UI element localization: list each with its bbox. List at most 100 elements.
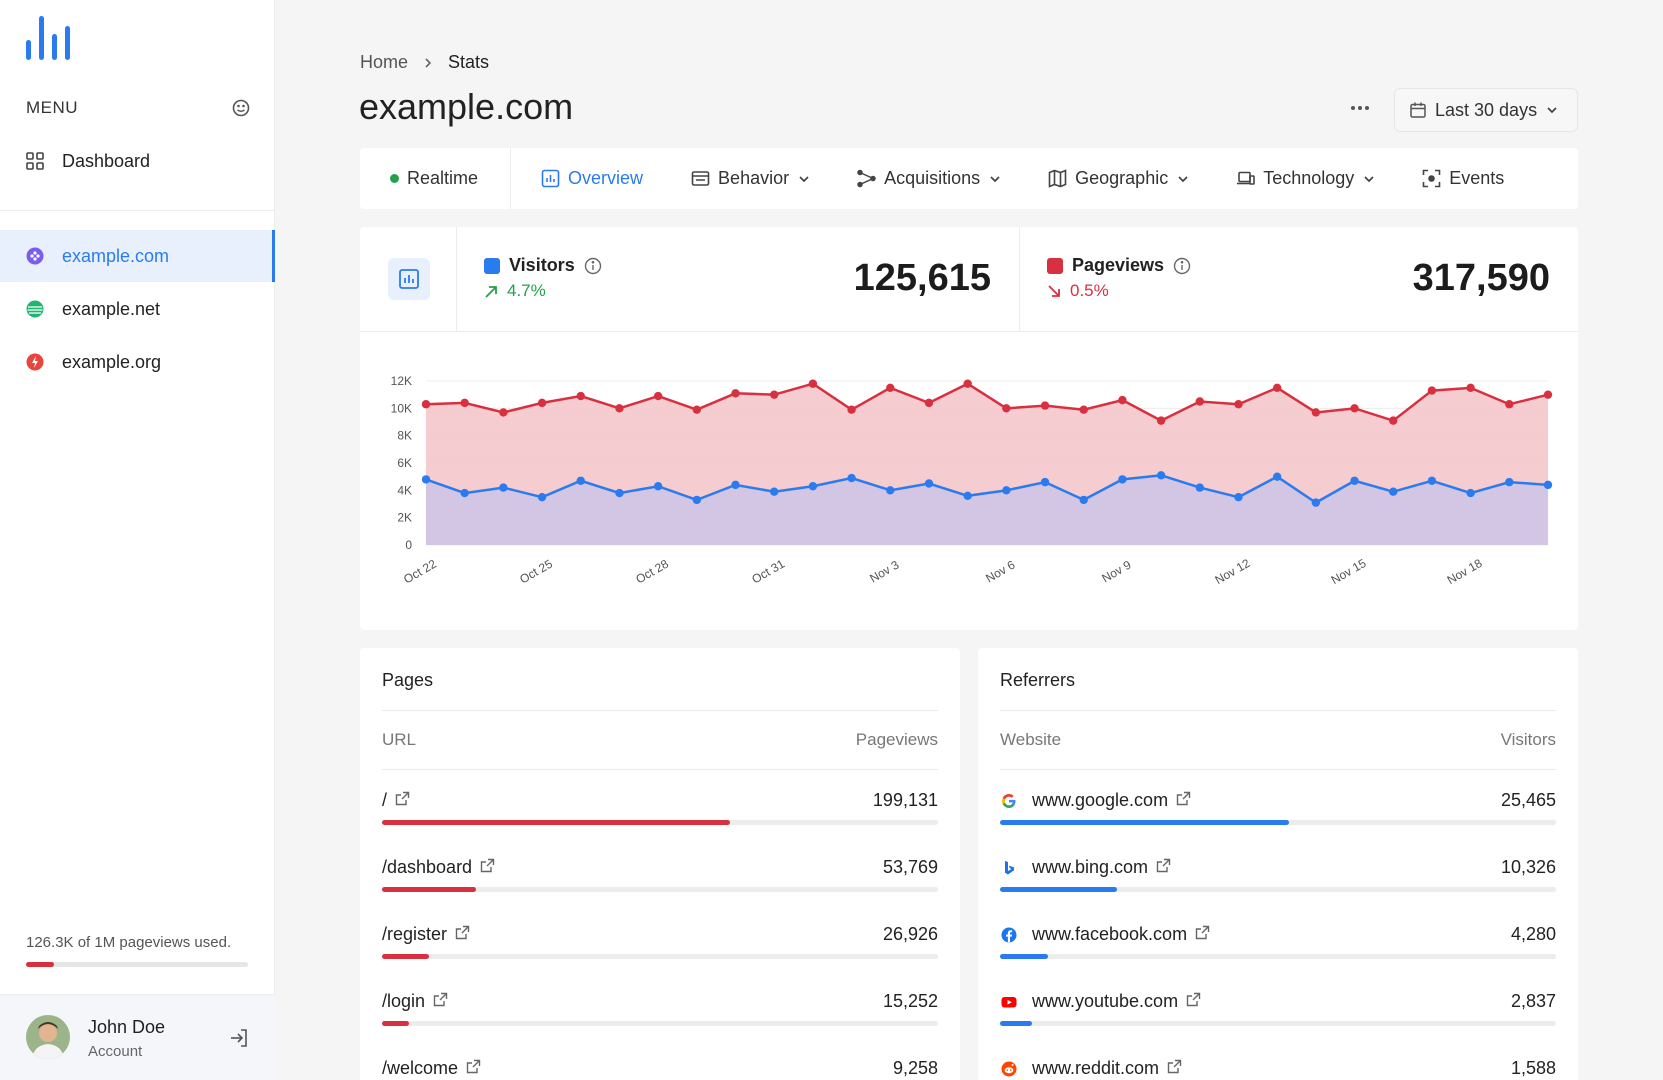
sidebar-item-example-net[interactable]: example.net (0, 283, 275, 335)
logo-icon[interactable] (26, 16, 74, 62)
x-tick-label: Oct 22 (401, 556, 439, 586)
sidebar-item-example-com[interactable]: example.com (0, 230, 275, 282)
external-link-icon[interactable] (455, 924, 470, 945)
data-point-pageviews (1272, 383, 1282, 393)
tab-label: Realtime (407, 168, 479, 188)
page-url-value: 199,131 (872, 790, 938, 810)
sidebar-item-dashboard[interactable]: Dashboard (0, 135, 275, 187)
table-row[interactable]: /welcome 9,258 (382, 1040, 938, 1080)
tab-acquisitions[interactable]: Acquisitions (857, 148, 1002, 209)
sidebar-item-example-org[interactable]: example.org (0, 336, 275, 388)
panel-title: Referrers (1000, 670, 1076, 690)
chevron-down-icon (1547, 107, 1557, 114)
traffic-chart[interactable]: 12K 10K 8K 6K 4K 2K 0 Oct 22 Oct 25 Oct 28 Oct 31 N… (360, 333, 1578, 630)
table-row[interactable]: www.google.com 25,465 (1000, 772, 1556, 839)
page-url-label[interactable]: /login (382, 991, 426, 1011)
page-url-label[interactable]: /register (382, 924, 448, 944)
data-point-pageviews (1311, 408, 1321, 417)
page-url-bar-fill (382, 954, 430, 959)
visitors-label: Visitors (509, 255, 575, 275)
data-point-pageviews (886, 383, 895, 393)
data-point-pageviews (1543, 390, 1553, 399)
info-icon[interactable] (584, 257, 602, 275)
pageviews-metric[interactable]: Pageviews 0.5% 317,590 (1020, 227, 1578, 332)
page-url-label[interactable]: / (382, 790, 388, 810)
table-row[interactable]: www.reddit.com 1,588 (1000, 1040, 1556, 1080)
referrer-cell: www.reddit.com (1000, 1058, 1182, 1079)
tab-technology[interactable]: Technology (1236, 148, 1376, 209)
table-row[interactable]: /dashboard 53,769 (382, 839, 938, 906)
referrer-label[interactable]: www.reddit.com (1032, 1058, 1160, 1078)
panel-title: Pages (382, 670, 434, 690)
visitors-metric[interactable]: Visitors 4.7% 125,615 (457, 227, 1020, 332)
account-panel[interactable]: John Doe Account (0, 994, 275, 1080)
data-point-pageviews (1156, 416, 1166, 425)
pages-panel: Pages URL Pageviews / 199,131 /dashboard… (360, 648, 960, 1080)
external-link-icon[interactable] (1195, 924, 1210, 945)
avatar[interactable] (26, 1015, 70, 1059)
external-link-icon[interactable] (395, 790, 410, 811)
column-header-pageviews[interactable]: Pageviews (855, 730, 938, 749)
external-link-icon[interactable] (1156, 857, 1171, 878)
tab-realtime[interactable]: Realtime (360, 148, 512, 209)
table-row[interactable]: /login 15,252 (382, 973, 938, 1040)
data-point-visitors (847, 473, 856, 483)
page-url-label[interactable]: /welcome (382, 1058, 459, 1078)
sidebar-divider (0, 210, 275, 211)
data-point-visitors (770, 487, 779, 496)
data-point-visitors (963, 491, 972, 500)
visitors-change-value: 4.7% (507, 281, 546, 300)
referrer-cell: www.google.com (1000, 790, 1191, 811)
arrow-down-right-icon (1048, 284, 1060, 297)
tab-overview[interactable]: Overview (541, 148, 643, 209)
table-row[interactable]: / 199,131 (382, 772, 938, 839)
external-link-icon[interactable] (1167, 1058, 1182, 1079)
x-tick-label: Nov 18 (1445, 556, 1485, 587)
external-link-icon[interactable] (480, 857, 495, 878)
chart-toggle-cell (360, 227, 457, 332)
referrer-value: 10,326 (1500, 857, 1556, 877)
table-row[interactable]: www.bing.com 10,326 (1000, 839, 1556, 906)
theme-toggle-icon[interactable] (232, 99, 250, 117)
table-row[interactable]: www.youtube.com 2,837 (1000, 973, 1556, 1040)
data-point-pageviews (421, 400, 431, 409)
referrer-label[interactable]: www.youtube.com (1032, 991, 1179, 1011)
logout-icon[interactable] (228, 1027, 250, 1049)
info-icon[interactable] (1173, 257, 1191, 275)
table-row[interactable]: www.facebook.com 4,280 (1000, 906, 1556, 973)
x-tick-label: Nov 12 (1213, 556, 1253, 587)
target-icon (1422, 169, 1441, 188)
sidebar-item-label: example.net (62, 298, 161, 319)
table-row[interactable]: /register 26,926 (382, 906, 938, 973)
external-link-icon[interactable] (1186, 991, 1201, 1012)
column-header-website[interactable]: Website (1000, 730, 1062, 749)
referrer-bar-fill (1000, 820, 1290, 825)
date-range-dropdown[interactable]: Last 30 days (1394, 88, 1578, 132)
data-point-visitors (499, 483, 508, 492)
referrer-label[interactable]: www.bing.com (1032, 857, 1149, 877)
tab-behavior[interactable]: Behavior (691, 148, 811, 209)
data-point-visitors (1543, 480, 1553, 490)
column-header-url[interactable]: URL (382, 730, 417, 749)
breadcrumb-home[interactable]: Home (360, 52, 409, 72)
tab-geographic[interactable]: Geographic (1048, 148, 1190, 209)
data-point-visitors (1427, 476, 1437, 485)
page-url-bar (382, 954, 938, 959)
external-link-icon[interactable] (1176, 790, 1191, 811)
realtime-dot-icon (390, 174, 399, 183)
column-header-visitors[interactable]: Visitors (1500, 730, 1556, 749)
external-link-icon[interactable] (466, 1058, 481, 1079)
chart-toggle-button[interactable] (388, 258, 430, 300)
referrer-label[interactable]: www.google.com (1032, 790, 1169, 810)
referrer-label[interactable]: www.facebook.com (1032, 924, 1188, 944)
data-point-visitors (653, 482, 663, 491)
external-link-icon[interactable] (433, 991, 448, 1012)
page-url-bar-fill (382, 820, 730, 825)
x-tick-label: Nov 3 (867, 557, 901, 585)
page-url-label[interactable]: /dashboard (382, 857, 473, 877)
more-options-icon[interactable] (1348, 96, 1372, 120)
x-tick-label: Nov 9 (1099, 557, 1133, 585)
data-point-visitors (537, 492, 547, 502)
data-point-pageviews (770, 390, 779, 399)
tab-events[interactable]: Events (1422, 148, 1504, 209)
